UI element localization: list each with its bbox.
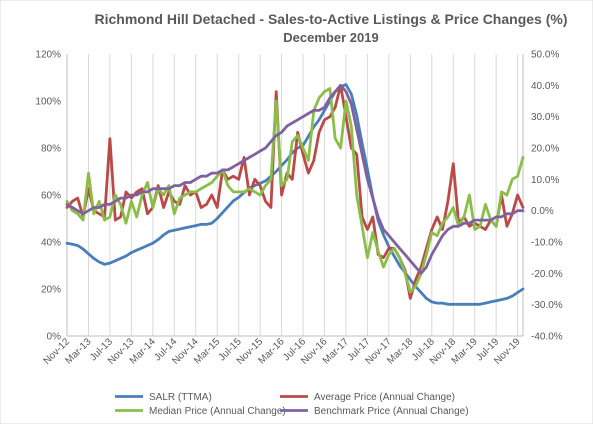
- y-right-tick-label: 50.0%: [531, 50, 559, 61]
- legend-label-benchmark-price-annual-change: Benchmark Price (Annual Change): [314, 406, 469, 417]
- chart-title: Richmond Hill Detached - Sales-to-Active…: [95, 11, 568, 27]
- y-right-tick-label: -20.0%: [531, 269, 563, 280]
- y-right-tick-label: 10.0%: [531, 175, 559, 186]
- legend-label-median-price-annual-change: Median Price (Annual Change): [149, 406, 286, 417]
- y-left-tick-label: 20%: [41, 285, 61, 296]
- y-left-tick-label: 40%: [41, 238, 61, 249]
- y-right-tick-label: -10.0%: [531, 238, 563, 249]
- y-left-tick-label: 60%: [41, 191, 61, 202]
- legend-label-salr-ttma: SALR (TTMA): [149, 392, 212, 403]
- y-left-tick-label: 100%: [35, 97, 61, 108]
- y-left-tick-label: 80%: [41, 144, 61, 155]
- y-right-tick-label: -40.0%: [531, 332, 563, 343]
- y-right-tick-label: 40.0%: [531, 81, 559, 92]
- y-left-tick-label: 0%: [47, 332, 62, 343]
- y-left-tick-label: 120%: [35, 50, 61, 61]
- legend-label-average-price-annual-change: Average Price (Annual Change): [314, 392, 455, 403]
- legend: SALR (TTMA) Average Price (Annual Change)…: [115, 392, 469, 417]
- y-right-tick-label: 0.0%: [531, 206, 554, 217]
- chart-subtitle: December 2019: [283, 30, 378, 45]
- y-right-tick-label: 30.0%: [531, 112, 559, 123]
- series-line-benchmark-price-annual-change: [65, 83, 525, 275]
- y-right-tick-label: -30.0%: [531, 300, 563, 311]
- y-right-tick-label: 20.0%: [531, 144, 559, 155]
